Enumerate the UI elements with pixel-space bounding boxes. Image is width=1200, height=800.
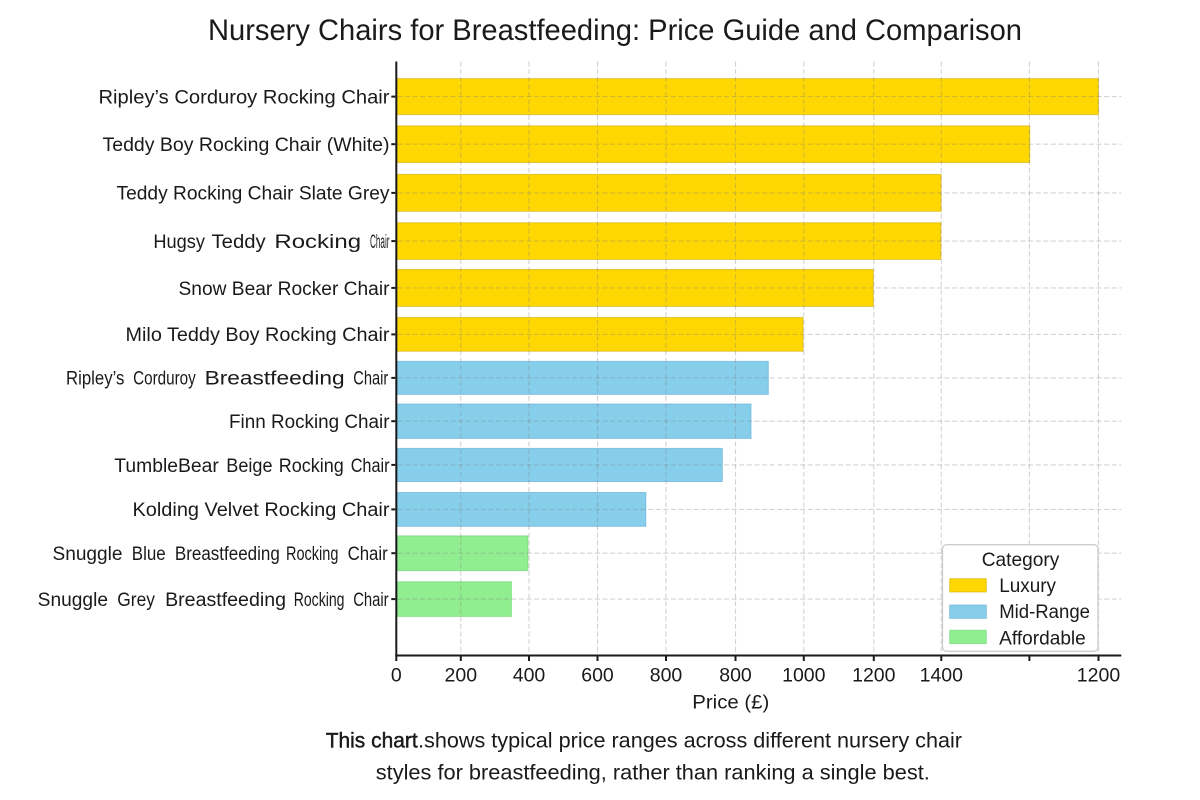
svg-text:Snuggle: Snuggle bbox=[38, 590, 108, 611]
svg-text:0: 0 bbox=[391, 665, 402, 687]
svg-text:Chair: Chair bbox=[348, 544, 389, 565]
svg-text:Kolding Velvet Rocking Chair: Kolding Velvet Rocking Chair bbox=[133, 500, 391, 521]
svg-text:styles for breastfeeding, rath: styles for breastfeeding, rather than ra… bbox=[376, 762, 930, 785]
svg-text:Chair: Chair bbox=[353, 590, 389, 611]
svg-text:1200: 1200 bbox=[1077, 665, 1121, 687]
svg-text:800: 800 bbox=[719, 665, 752, 687]
svg-text:Luxury: Luxury bbox=[999, 576, 1056, 597]
svg-text:1400: 1400 bbox=[920, 665, 964, 687]
svg-text:Ripley’s Corduroy Rocking Chai: Ripley’s Corduroy Rocking Chair bbox=[99, 87, 391, 108]
svg-text:Breastfeeding: Breastfeeding bbox=[165, 590, 286, 611]
svg-text:Beige: Beige bbox=[226, 456, 272, 477]
svg-text:Rocking: Rocking bbox=[286, 544, 338, 565]
svg-text:Snow Bear Rocker Chair: Snow Bear Rocker Chair bbox=[179, 279, 391, 300]
svg-text:Teddy Rocking Chair Slate Grey: Teddy Rocking Chair Slate Grey bbox=[117, 184, 391, 205]
svg-text:Hugsy: Hugsy bbox=[153, 232, 205, 253]
svg-text:Price (£): Price (£) bbox=[692, 692, 769, 714]
svg-text:Rocking: Rocking bbox=[274, 232, 361, 253]
svg-text:Milo Teddy Boy Rocking Chair: Milo Teddy Boy Rocking Chair bbox=[126, 325, 391, 346]
svg-text:800: 800 bbox=[650, 665, 683, 687]
svg-text:1200: 1200 bbox=[852, 665, 896, 687]
svg-text:1000: 1000 bbox=[782, 665, 826, 687]
svg-text:Nursery Chairs for Breastfeedi: Nursery Chairs for Breastfeeding: Price … bbox=[208, 14, 1022, 47]
svg-text:400: 400 bbox=[513, 665, 546, 687]
svg-text:Finn Rocking Chair: Finn Rocking Chair bbox=[229, 412, 390, 433]
svg-text:Snuggle: Snuggle bbox=[53, 544, 123, 565]
svg-text:Corduroy: Corduroy bbox=[133, 369, 196, 390]
svg-text:Teddy Boy Rocking Chair (White: Teddy Boy Rocking Chair (White) bbox=[103, 135, 390, 156]
svg-text:Breastfeeding: Breastfeeding bbox=[175, 544, 280, 565]
svg-text:.shows typical price ranges ac: .shows typical price ranges across diffe… bbox=[418, 729, 962, 752]
svg-text:Chair: Chair bbox=[370, 232, 390, 253]
svg-text:This chart: This chart bbox=[326, 729, 418, 752]
svg-text:Affordable: Affordable bbox=[999, 628, 1086, 649]
svg-text:600: 600 bbox=[581, 665, 614, 687]
svg-text:Rocking: Rocking bbox=[279, 456, 344, 477]
svg-text:Teddy: Teddy bbox=[212, 232, 267, 253]
svg-text:Chair: Chair bbox=[353, 369, 389, 390]
svg-text:TumbleBear: TumbleBear bbox=[114, 456, 219, 477]
svg-text:Grey: Grey bbox=[117, 590, 155, 611]
svg-text:Mid-Range: Mid-Range bbox=[999, 602, 1090, 623]
svg-text:Chair: Chair bbox=[351, 456, 390, 477]
svg-text:Breastfeeding: Breastfeeding bbox=[205, 369, 345, 390]
svg-text:Category: Category bbox=[982, 549, 1060, 571]
svg-text:200: 200 bbox=[445, 665, 478, 687]
svg-text:Rocking: Rocking bbox=[294, 590, 345, 611]
svg-text:Blue: Blue bbox=[132, 544, 166, 565]
svg-text:Ripley’s: Ripley’s bbox=[66, 369, 124, 390]
